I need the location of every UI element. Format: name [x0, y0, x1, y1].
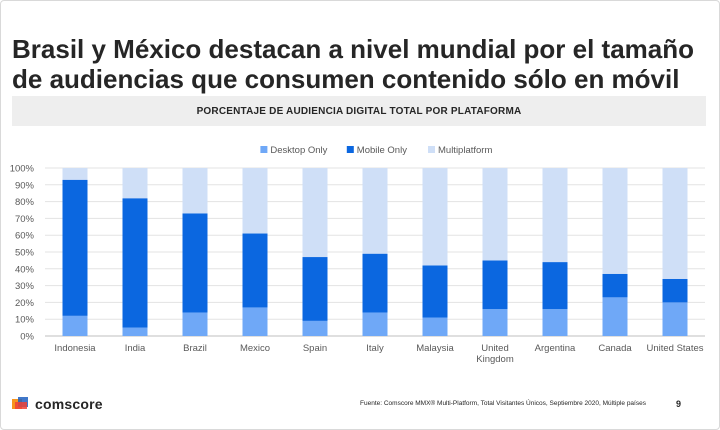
x-tick-label-1: India: [125, 343, 146, 354]
bar-malaysia-desktop-only: [422, 317, 448, 336]
x-tick-label-4: Spain: [303, 343, 327, 354]
bar-italy-desktop-only: [362, 312, 388, 336]
x-tick-label-6: Malaysia: [416, 343, 454, 354]
bar-italy-mobile-only: [362, 253, 388, 313]
bar-mexico-desktop-only: [242, 307, 268, 336]
x-tick-label-line: Italy: [366, 343, 384, 354]
x-tick-label-7: United Kingdom: [476, 343, 514, 365]
x-tick-label-line: Argentina: [535, 343, 576, 354]
y-tick-label-9: 90%: [15, 180, 35, 191]
y-tick-label-2: 20%: [15, 298, 35, 309]
bar-argentina-mobile-only: [542, 262, 568, 310]
bar-malaysia-multiplatform: [422, 168, 448, 266]
x-tick-label-0: Indonesia: [54, 343, 96, 354]
bar-united-kingdom-mobile-only: [482, 260, 508, 310]
bar-italy-multiplatform: [362, 168, 388, 254]
bar-united-states-mobile-only: [662, 278, 688, 303]
bar-indonesia-multiplatform: [62, 168, 88, 180]
x-tick-label-line: Malaysia: [416, 343, 454, 354]
x-tick-label-5: Italy: [366, 343, 384, 354]
bar-mexico-multiplatform: [242, 168, 268, 234]
bar-united-kingdom-multiplatform: [482, 168, 508, 261]
x-tick-label-9: Canada: [598, 343, 632, 354]
bar-united-states-multiplatform: [662, 168, 688, 279]
y-tick-label-5: 50%: [15, 248, 35, 259]
legend-label-1: Mobile Only: [357, 145, 407, 156]
legend-label-2: Multiplatform: [438, 145, 492, 156]
bar-india-multiplatform: [122, 168, 148, 199]
y-tick-label-8: 80%: [15, 197, 35, 208]
legend-swatch-2: [428, 146, 435, 153]
bar-spain-mobile-only: [302, 257, 328, 321]
source-note: Fuente: Comscore MMX® Multi-Platform, To…: [360, 400, 646, 407]
chart-title-band: PORCENTAJE DE AUDIENCIA DIGITAL TOTAL PO…: [12, 96, 706, 126]
bar-united-states-desktop-only: [662, 302, 688, 336]
bar-argentina-multiplatform: [542, 168, 568, 263]
bar-spain-multiplatform: [302, 168, 328, 258]
bar-indonesia-mobile-only: [62, 179, 88, 316]
page-number: 9: [676, 399, 682, 409]
y-tick-label-1: 10%: [15, 315, 35, 326]
chart-title: PORCENTAJE DE AUDIENCIA DIGITAL TOTAL PO…: [196, 105, 522, 117]
x-tick-label-line: Brazil: [183, 343, 207, 354]
bar-canada-desktop-only: [602, 297, 628, 336]
bar-indonesia-desktop-only: [62, 315, 88, 336]
bar-spain-desktop-only: [302, 320, 328, 336]
bar-brazil-multiplatform: [182, 168, 208, 214]
y-tick-label-3: 30%: [15, 281, 35, 292]
x-tick-label-line: Kingdom: [476, 354, 514, 365]
comscore-logo: comscore: [12, 396, 103, 412]
x-tick-label-line: United: [481, 343, 508, 354]
stacked-bar-chart: Desktop Only Mobile Only Multiplatform 0% 10…: [10, 145, 705, 365]
legend-swatch-1: [346, 146, 354, 153]
bar-india-desktop-only: [122, 327, 148, 336]
x-tick-label-8: Argentina: [535, 343, 576, 354]
x-tick-label-line: United States: [646, 343, 703, 354]
slide-title: Brasil y México destacan a nivel mundial…: [12, 34, 695, 94]
legend-swatch-0: [260, 146, 268, 153]
bar-brazil-mobile-only: [182, 213, 208, 313]
comscore-logo-icon: [12, 397, 28, 409]
bar-argentina-desktop-only: [542, 309, 568, 336]
logo-text: comscore: [35, 396, 103, 412]
bar-mexico-mobile-only: [242, 233, 268, 308]
y-tick-label-7: 70%: [15, 214, 35, 225]
bar-malaysia-mobile-only: [422, 265, 448, 318]
x-tick-label-line: Canada: [598, 343, 632, 354]
x-tick-label-line: Indonesia: [54, 343, 96, 354]
y-tick-label-4: 40%: [15, 264, 35, 275]
bar-india-mobile-only: [122, 198, 148, 328]
bar-brazil-desktop-only: [182, 312, 208, 336]
x-tick-label-line: Mexico: [240, 343, 270, 354]
x-tick-label-3: Mexico: [240, 343, 270, 354]
bar-united-kingdom-desktop-only: [482, 309, 508, 336]
y-tick-label-10: 100%: [10, 164, 35, 175]
x-tick-label-line: India: [125, 343, 146, 354]
y-tick-label-6: 60%: [15, 231, 35, 242]
bar-canada-multiplatform: [602, 168, 628, 274]
x-tick-label-line: Spain: [303, 343, 327, 354]
legend-label-0: Desktop Only: [270, 145, 327, 156]
x-tick-label-10: United States: [646, 343, 703, 354]
x-tick-label-2: Brazil: [183, 343, 207, 354]
bar-canada-mobile-only: [602, 273, 628, 298]
y-tick-label-0: 0%: [20, 332, 34, 343]
